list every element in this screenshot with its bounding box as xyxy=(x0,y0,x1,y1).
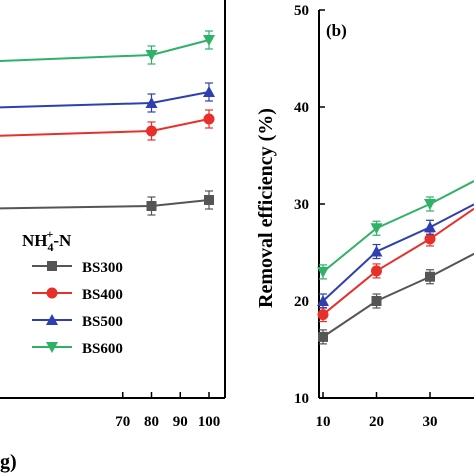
series-bs300 xyxy=(318,252,474,345)
legend-marker xyxy=(46,314,58,325)
data-point xyxy=(146,125,157,137)
x-tick-label: 80 xyxy=(144,414,159,430)
panel-a-plot-area xyxy=(0,0,226,399)
x-tick-label: 20 xyxy=(369,414,384,430)
x-tick-label: 100 xyxy=(198,414,221,430)
panel-a-xlabel-fragment: g) xyxy=(0,451,17,473)
y-tick-label: 10 xyxy=(294,391,309,407)
legend-marker xyxy=(47,261,57,271)
data-point xyxy=(317,266,329,278)
y-tick-label: 30 xyxy=(294,197,309,213)
panel-a-series xyxy=(0,30,215,216)
panel-a-x-ticks: 70 80 90 100 xyxy=(115,392,220,430)
series-line xyxy=(0,91,210,109)
data-point xyxy=(371,296,382,306)
panel-b-x-ticks: 10 20 30 xyxy=(316,392,438,430)
legend-label: BS600 xyxy=(82,341,123,357)
x-tick-label: 30 xyxy=(423,414,438,430)
data-point xyxy=(203,113,215,125)
series-bs400 xyxy=(0,109,215,141)
data-point xyxy=(317,309,329,321)
series-line xyxy=(0,118,210,137)
panel-a: 70 80 90 100 NH4+-N BS300 BS400 BS500 BS600 g) xyxy=(0,0,226,473)
legend-item-bs500: BS500 xyxy=(32,314,123,330)
legend-marker xyxy=(46,342,58,353)
legend-item-bs300: BS300 xyxy=(32,260,123,276)
panel-b-label: (b) xyxy=(326,21,347,40)
panel-a-legend: NH4+-N BS300 BS400 BS500 BS600 xyxy=(22,227,123,357)
data-point xyxy=(318,331,328,342)
y-tick-label: 40 xyxy=(294,100,309,116)
data-point xyxy=(145,50,158,61)
data-point xyxy=(370,223,383,235)
x-tick-label: 90 xyxy=(173,414,188,430)
series-bs600 xyxy=(0,30,215,65)
panel-b-y-ticks: 10 20 30 40 50 xyxy=(294,3,325,407)
y-tick-label: 50 xyxy=(294,3,309,19)
data-point xyxy=(424,221,436,233)
legend-label: BS500 xyxy=(82,314,123,330)
data-point xyxy=(425,271,435,282)
legend-item-bs400: BS400 xyxy=(32,287,123,303)
data-point xyxy=(145,97,158,108)
legend-label: BS300 xyxy=(82,260,123,276)
series-line xyxy=(322,203,474,302)
x-tick-label: 10 xyxy=(316,414,331,430)
series-bs500 xyxy=(317,203,474,309)
series-bs300 xyxy=(0,190,214,216)
x-tick-label: 70 xyxy=(115,414,130,430)
legend-item-bs600: BS600 xyxy=(32,341,123,357)
panel-b-ylabel: Removal efficiency (%) xyxy=(255,108,277,308)
series-line xyxy=(322,180,474,273)
panel-b: (b) Removal efficiency (%) 10 20 30 40 50 10… xyxy=(255,3,474,430)
data-point xyxy=(370,245,383,257)
data-point xyxy=(204,195,214,205)
data-point xyxy=(146,201,157,211)
legend-title: NH4+-N xyxy=(22,227,72,254)
data-point xyxy=(424,233,436,245)
series-line xyxy=(0,199,210,210)
series-bs600 xyxy=(317,180,474,280)
panel-b-series xyxy=(317,180,474,345)
data-point xyxy=(203,35,215,46)
legend-marker xyxy=(46,287,58,299)
series-line xyxy=(322,207,474,316)
data-point xyxy=(371,265,382,277)
y-tick-label: 20 xyxy=(294,294,309,310)
series-line xyxy=(322,252,474,338)
data-point xyxy=(317,295,329,306)
series-line xyxy=(0,39,210,62)
series-bs500 xyxy=(0,82,215,113)
data-point xyxy=(424,199,436,210)
legend-label: BS400 xyxy=(82,287,123,303)
data-point xyxy=(203,86,215,97)
